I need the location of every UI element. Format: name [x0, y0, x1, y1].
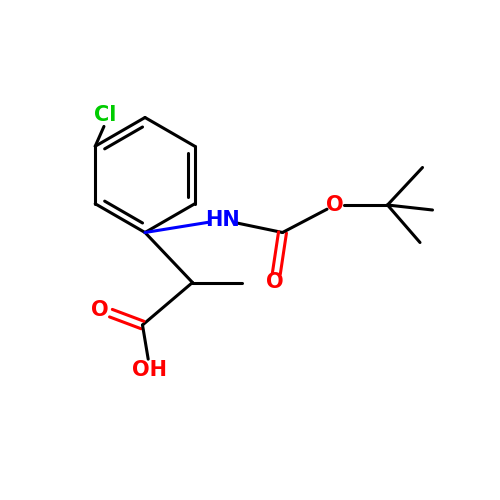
Text: OH: OH	[132, 360, 168, 380]
Text: O: O	[326, 195, 344, 215]
Text: Cl: Cl	[94, 105, 116, 125]
Text: O: O	[266, 272, 284, 292]
Text: HN: HN	[205, 210, 240, 230]
Text: O: O	[91, 300, 109, 320]
